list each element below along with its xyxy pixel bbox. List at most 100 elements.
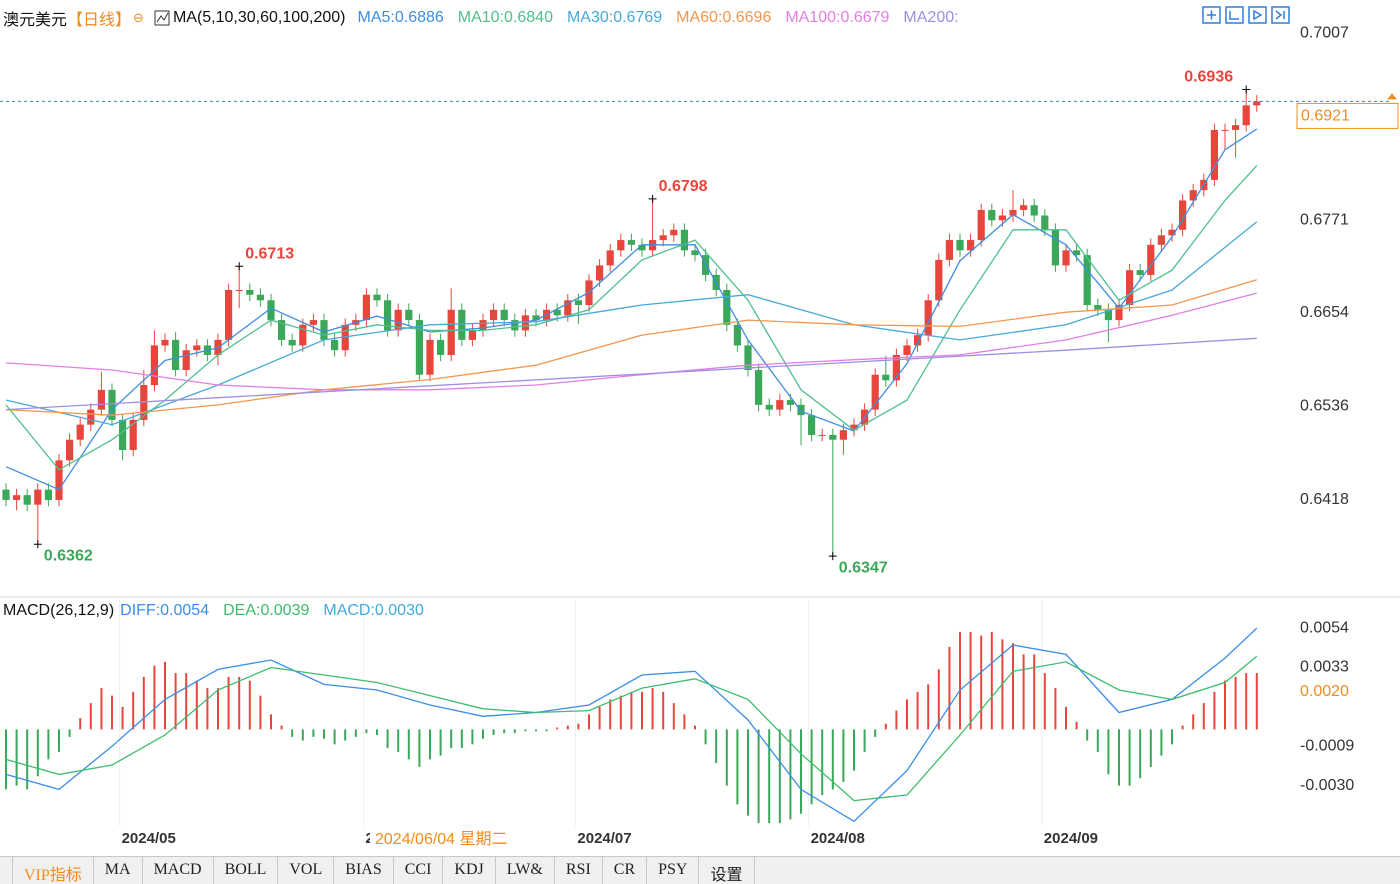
y-tick-label: 0.6536 <box>1300 398 1349 415</box>
macd-bar <box>386 729 389 749</box>
tab[interactable]: PSY <box>647 857 700 884</box>
ma-line <box>5 292 1257 391</box>
candle-body <box>288 339 296 346</box>
candle-body <box>1009 209 1017 216</box>
candle-body <box>405 309 413 321</box>
extreme-label: 0.6713 <box>245 245 294 262</box>
macd-bar <box>577 723 580 730</box>
tab[interactable]: CR <box>603 857 648 884</box>
macd-bar <box>1118 729 1120 786</box>
extreme-label: 0.6362 <box>44 548 93 565</box>
macd-bar <box>323 729 325 739</box>
candle-body <box>447 309 455 355</box>
candle-body <box>765 404 773 410</box>
macd-bar <box>556 727 559 730</box>
macd-bar <box>5 729 7 790</box>
last-price-label: 0.6921 <box>1301 108 1350 125</box>
macd-bar <box>1086 729 1089 741</box>
macd-bar <box>1012 643 1014 730</box>
period[interactable]: 【日线】 <box>67 12 132 29</box>
candle-body <box>988 209 996 221</box>
y-tick-label: -0.0030 <box>1300 777 1354 794</box>
candle-body <box>479 320 487 331</box>
legend-entry[interactable]: MA5:0.6886 <box>357 9 444 26</box>
extreme-label: 0.6936 <box>1184 69 1233 86</box>
macd-bar <box>810 729 813 805</box>
indicator-tabs: VIP指标 MA MACD BOLL VOL BIAS CCI KDJ LW& RSI CR PSY 设… <box>0 856 1400 884</box>
macd-bar <box>1149 729 1152 767</box>
legend-entry[interactable]: MA10:0.6840 <box>457 9 553 26</box>
candle-body <box>871 374 879 410</box>
period-icon[interactable]: ⊖ <box>133 10 144 25</box>
candle-body <box>680 229 688 251</box>
legend-entry[interactable]: MA100:0.6679 <box>785 9 890 26</box>
tab[interactable]: KDJ <box>443 857 496 884</box>
tab[interactable]: BIAS <box>334 857 394 884</box>
candle-body <box>246 289 254 295</box>
macd-bar <box>227 676 230 730</box>
candle-body <box>617 240 625 251</box>
candle-body <box>362 294 370 321</box>
tab[interactable]: MACD <box>143 857 214 884</box>
candle-body <box>193 345 201 351</box>
tab[interactable]: MA <box>94 857 143 884</box>
tab[interactable]: LW& <box>496 857 555 884</box>
candle-body <box>967 240 975 251</box>
macd-bar <box>259 695 262 730</box>
legend-entry: DIFF:0.0054 <box>120 602 210 619</box>
candle-body <box>119 419 127 451</box>
macd-bar <box>1255 673 1258 730</box>
candle-body <box>23 495 31 505</box>
macd-bar <box>238 676 241 730</box>
macd-bar <box>948 646 951 730</box>
candle-body <box>1041 215 1049 230</box>
tab[interactable]: 设置 <box>699 857 755 884</box>
macd-bar <box>513 729 516 734</box>
legend-entry[interactable]: MA200: <box>903 9 959 26</box>
candle-body <box>1083 255 1091 306</box>
macd-bar <box>142 676 145 730</box>
candle-body <box>1221 129 1229 131</box>
candle-body <box>161 339 169 346</box>
macd-bar <box>831 729 834 790</box>
macd-bar <box>460 729 463 749</box>
candle-body <box>1157 235 1165 245</box>
macd-bar <box>884 723 887 730</box>
macd-bar <box>672 703 675 730</box>
last-price-arrow <box>1387 93 1397 100</box>
macd-bar <box>270 714 272 730</box>
macd-bar <box>1181 725 1184 730</box>
candle-body <box>786 400 794 405</box>
candle-body <box>659 235 667 241</box>
tab[interactable]: VOL <box>278 857 335 884</box>
legend-entry[interactable]: MA60:0.6696 <box>676 9 772 26</box>
toolbar-icons[interactable] <box>1202 6 1290 24</box>
candle-body <box>776 400 784 410</box>
candle-body <box>733 324 741 346</box>
macd-bar <box>980 635 983 730</box>
macd-bar <box>503 729 506 734</box>
candle-body <box>384 300 392 331</box>
candle-body <box>755 369 763 405</box>
candle-body <box>691 250 699 256</box>
candle-body <box>1073 250 1081 256</box>
macd-bar <box>916 691 919 730</box>
tab[interactable]: BOLL <box>214 857 279 884</box>
macd-title: MACD(26,12,9) <box>3 602 115 619</box>
tab[interactable]: VIP指标 <box>12 857 94 884</box>
candle-body <box>150 345 158 386</box>
macd-bar <box>959 631 961 730</box>
macd-bar <box>1245 673 1248 730</box>
tab[interactable]: RSI <box>555 857 603 884</box>
macd-bar <box>429 729 431 760</box>
tab[interactable]: CCI <box>394 857 444 884</box>
candle-body <box>1104 309 1112 321</box>
candle-body <box>998 215 1006 221</box>
ma-icon[interactable] <box>154 10 170 26</box>
macd-bar <box>79 718 82 730</box>
legend-entry[interactable]: MA30:0.6769 <box>566 9 663 26</box>
candle-body <box>914 335 922 346</box>
candle-body <box>468 330 476 340</box>
candle-body <box>1062 250 1070 266</box>
macd-bar <box>778 729 781 824</box>
